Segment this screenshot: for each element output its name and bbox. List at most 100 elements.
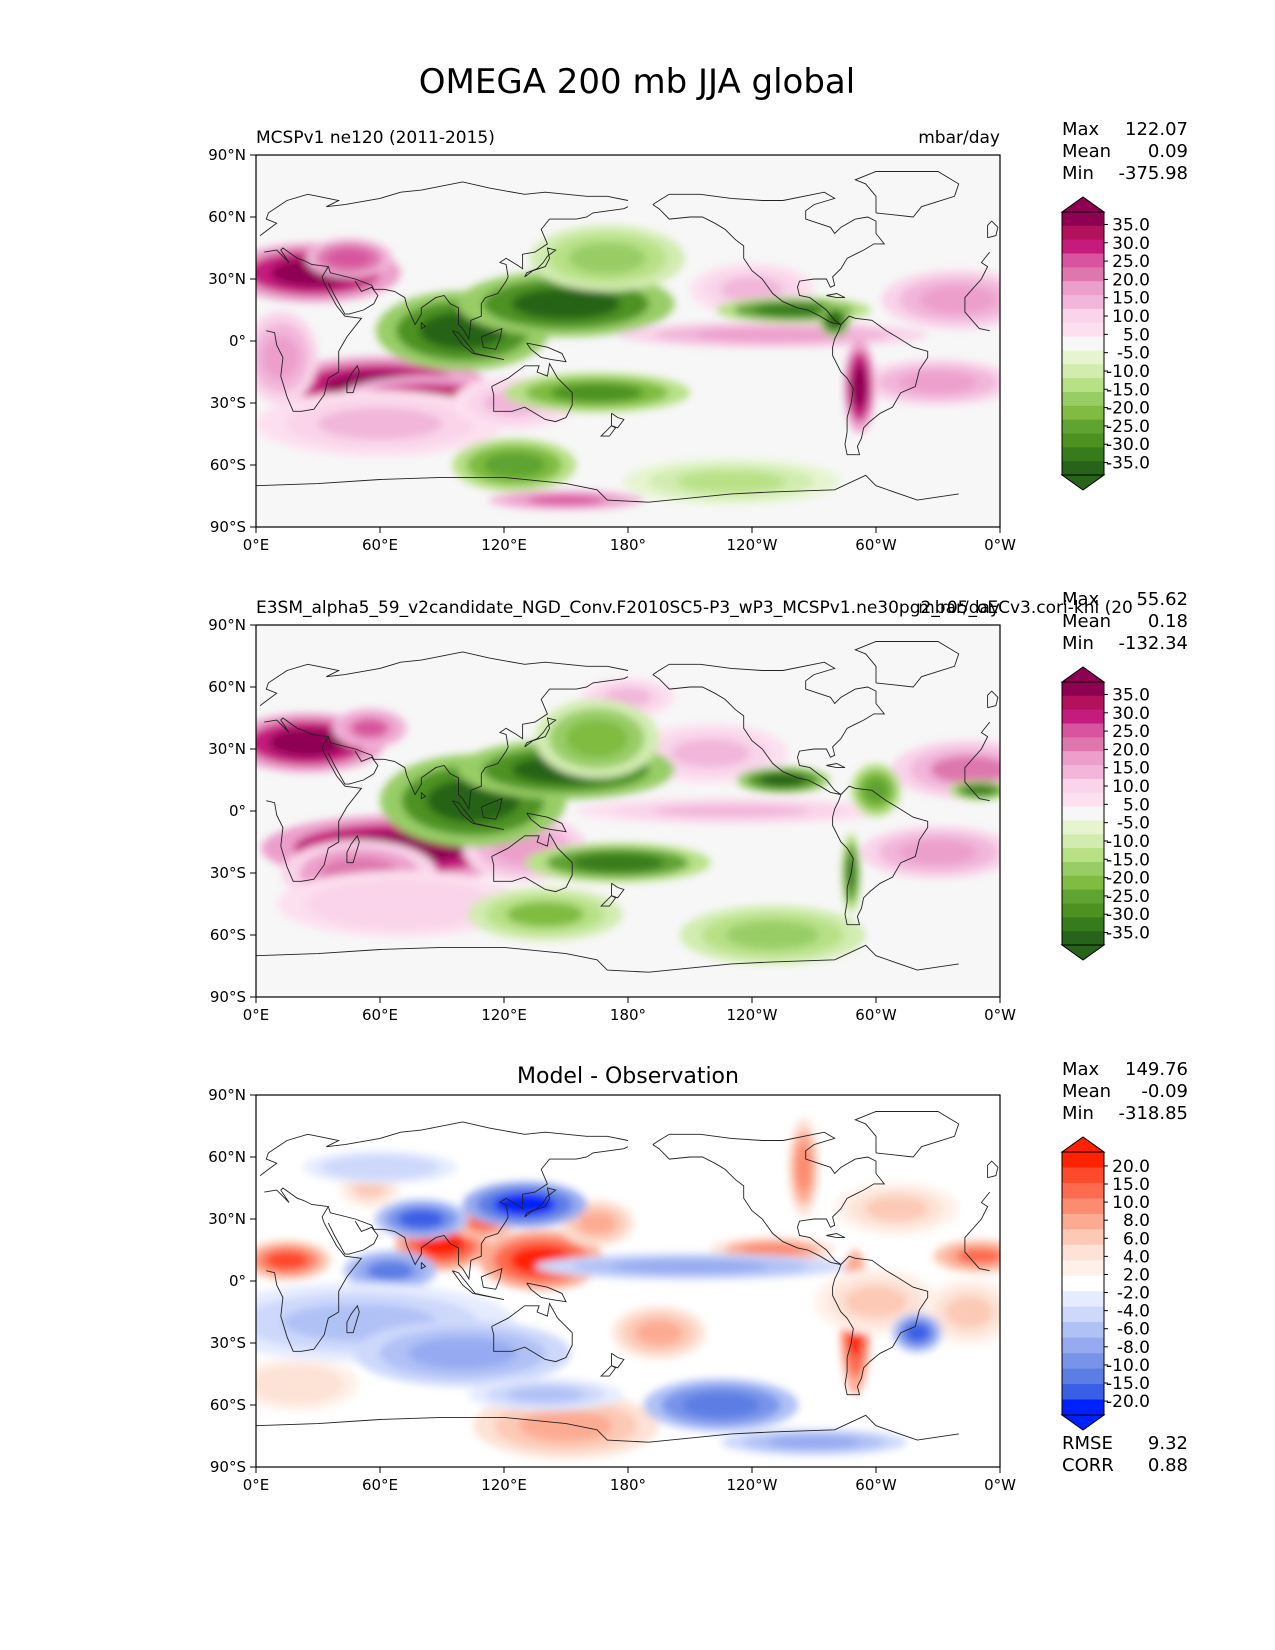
- x-tick-label: 60°W: [855, 1476, 897, 1494]
- y-tick-label: 60°N: [208, 208, 246, 226]
- colorbar-label: 20.0: [1112, 270, 1150, 290]
- colorbar-label: -25.0: [1106, 417, 1150, 437]
- coastlines: [256, 171, 999, 503]
- coastline: [327, 1146, 629, 1281]
- colorbar-label: 20.0: [1112, 1157, 1150, 1177]
- colorbar-bin: [1062, 903, 1104, 918]
- colorbar-bin: [1062, 737, 1104, 752]
- coastline: [832, 785, 929, 926]
- x-tick-label: 0°W: [984, 536, 1016, 554]
- colorbar-bin: [1062, 461, 1104, 476]
- coastline: [652, 191, 886, 325]
- colorbar-label: -25.0: [1106, 887, 1150, 907]
- field-blob: [671, 739, 750, 768]
- field-blob: [493, 1193, 556, 1216]
- colorbar-bin: [1062, 350, 1104, 365]
- colorbar-bin: [1062, 1353, 1104, 1370]
- stat-value: -375.98: [1119, 163, 1188, 184]
- field-blob: [695, 328, 851, 341]
- y-tick-label: 90°N: [208, 146, 246, 164]
- colorbar-label: -15.0: [1106, 380, 1150, 400]
- panel-title-left: MCSPv1 ne120 (2011-2015): [256, 128, 495, 148]
- colorbar-label: -4.0: [1117, 1302, 1150, 1322]
- panel-units: mbar/day: [918, 598, 1000, 618]
- colorbar-bin: [1062, 861, 1104, 877]
- x-tick-label: 0°W: [984, 1006, 1016, 1024]
- colorbar-label: 25.0: [1112, 722, 1150, 742]
- field-layer: [256, 1117, 1000, 1459]
- coastline: [346, 1304, 360, 1334]
- colorbar-label: 10.0: [1112, 1193, 1150, 1213]
- coastline: [491, 832, 573, 893]
- field-blob: [351, 719, 389, 738]
- coastline: [524, 717, 557, 748]
- y-tick-label: 90°S: [210, 518, 246, 536]
- colorbar-bin: [1062, 723, 1104, 738]
- x-tick-label: 180°: [610, 1476, 646, 1494]
- coastline: [420, 792, 427, 800]
- colorbar-label: -15.0: [1106, 1374, 1150, 1394]
- y-tick-label: 60°N: [208, 1148, 246, 1166]
- colorbar-bin: [1062, 1306, 1104, 1323]
- colorbar-bin: [1062, 695, 1104, 711]
- metric-value: 9.32: [1148, 1433, 1188, 1454]
- colorbar-bin: [1062, 364, 1104, 379]
- field-blob: [759, 773, 807, 787]
- colorbar-label: -30.0: [1106, 435, 1150, 455]
- panel-title-center: Model - Observation: [517, 1064, 739, 1089]
- y-tick-label: 30°S: [210, 1334, 246, 1352]
- field-blob: [511, 288, 621, 320]
- coastline: [451, 800, 505, 831]
- coastline: [611, 882, 625, 899]
- x-tick-label: 120°E: [481, 536, 527, 554]
- coastline: [987, 690, 999, 709]
- colorbar-bin: [1062, 378, 1104, 393]
- colorbar-bin: [1062, 281, 1104, 296]
- colorbar-label: 30.0: [1112, 704, 1150, 724]
- colorbar-label: 5.0: [1123, 325, 1150, 345]
- field-blob: [919, 285, 998, 314]
- colorbar-bin: [1062, 806, 1104, 821]
- coastline: [826, 763, 846, 769]
- metric-label: RMSE: [1062, 1433, 1113, 1454]
- colorbar-bin: [1062, 792, 1104, 808]
- colorbar-label: -5.0: [1117, 344, 1150, 364]
- colorbar-frame: [1061, 1151, 1105, 1416]
- x-tick-label: 0°W: [984, 1476, 1016, 1494]
- coastline: [526, 342, 567, 363]
- colorbar-label: 35.0: [1112, 685, 1150, 705]
- colorbar-top-arrow: [1060, 1136, 1106, 1153]
- map-panel-3: 0°E 60°E 120°E 180° 120°W 60°W 0°W 90°N 60°N 30°N…: [208, 1059, 1188, 1494]
- field-blob: [682, 1392, 760, 1418]
- stat-label: Mean: [1062, 611, 1111, 632]
- coastline: [854, 1111, 960, 1158]
- stat-value: -318.85: [1119, 1103, 1188, 1124]
- coastline: [491, 1302, 573, 1363]
- field-blob: [741, 1243, 804, 1257]
- coastline: [420, 1262, 427, 1270]
- y-tick-label: 60°S: [210, 456, 246, 474]
- field-blob: [568, 242, 647, 274]
- colorbar-bin: [1062, 212, 1104, 227]
- field-blob: [506, 1386, 585, 1403]
- colorbar-label: 5.0: [1123, 795, 1150, 815]
- y-tick-label: 0°: [229, 1272, 246, 1290]
- coastline: [480, 797, 503, 820]
- colorbar-bin: [1062, 1337, 1104, 1354]
- y-tick-label: 30°N: [208, 740, 246, 758]
- coastline: [327, 1220, 379, 1255]
- colorbar-bin: [1062, 308, 1104, 324]
- coastline: [526, 1282, 567, 1303]
- coastline: [346, 364, 360, 394]
- colorbar-label: -35.0: [1106, 924, 1150, 944]
- stat-value: 0.09: [1148, 141, 1188, 162]
- coastline: [524, 1187, 557, 1218]
- y-tick-label: 60°S: [210, 1396, 246, 1414]
- colorbar-bin: [1062, 295, 1104, 310]
- coastline: [256, 944, 959, 973]
- colorbar-bin: [1062, 239, 1104, 255]
- stat-label: Min: [1062, 163, 1094, 184]
- y-tick-label: 90°S: [210, 988, 246, 1006]
- colorbar-frame: [1061, 681, 1105, 946]
- colorbar-bin: [1062, 682, 1104, 697]
